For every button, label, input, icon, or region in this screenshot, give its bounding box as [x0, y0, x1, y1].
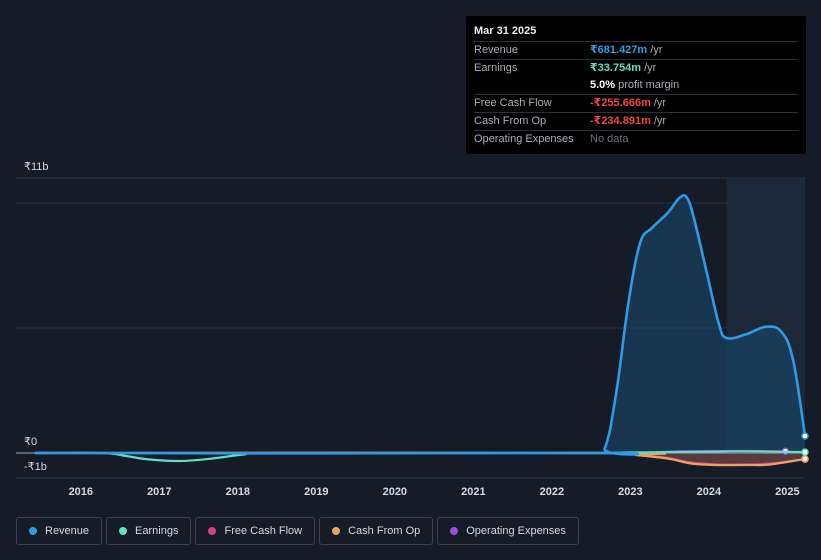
tooltip-unit: /yr	[653, 115, 667, 127]
legend-dot-icon	[208, 527, 217, 535]
legend-dot-icon	[119, 527, 128, 535]
tooltip-label: Revenue	[474, 44, 519, 56]
x-axis-ticks: 2016 2017 2018 2019 2020 2021 2022 2023 2024 2025	[69, 486, 800, 498]
legend-dot-icon	[450, 527, 459, 535]
legend-label: Cash From Op	[348, 525, 421, 537]
x-tick-label: 2023	[618, 486, 642, 498]
x-tick-label: 2021	[461, 486, 485, 498]
legend-item-free-cash-flow[interactable]: Free Cash Flow	[195, 517, 316, 545]
x-tick-label: 2016	[69, 486, 93, 498]
tooltip-value: -₹255.666m	[590, 97, 651, 109]
x-tick-label: 2025	[775, 486, 799, 498]
tooltip-label: Free Cash Flow	[474, 97, 552, 109]
tooltip-row-revenue: Revenue ₹681.427m /yr	[474, 41, 798, 59]
legend-item-cash-from-op[interactable]: Cash From Op	[319, 517, 434, 545]
legend-label: Revenue	[45, 525, 90, 537]
legend-label: Earnings	[135, 525, 179, 537]
tooltip-date: Mar 31 2025	[474, 25, 537, 37]
chart-legend: Revenue Earnings Free Cash Flow Cash Fro…	[16, 517, 579, 547]
revenue-end-point	[801, 432, 809, 440]
tooltip-row-margin: 5.0% profit margin	[474, 77, 798, 94]
tooltip-value: ₹33.754m	[590, 62, 642, 74]
tooltip-unit: profit margin	[618, 79, 680, 91]
tooltip-unit: /yr	[650, 44, 663, 56]
tooltip-value: ₹681.427m	[590, 44, 648, 56]
cash-from-op-end-point	[801, 455, 809, 463]
x-tick-label: 2020	[383, 486, 407, 498]
x-tick-label: 2024	[697, 486, 722, 498]
tooltip-label: Cash From Op	[474, 115, 547, 127]
tooltip-label: Earnings	[474, 62, 518, 74]
series-lines	[34, 194, 809, 467]
x-tick-label: 2017	[147, 486, 171, 498]
y-tick-label-top: ₹11b	[24, 161, 49, 173]
revenue-line	[34, 194, 807, 456]
data-tooltip: Mar 31 2025 Revenue ₹681.427m /yr Earnin…	[466, 16, 806, 154]
legend-item-operating-expenses[interactable]: Operating Expenses	[437, 517, 579, 545]
free-cash-flow-area	[35, 452, 806, 465]
legend-label: Free Cash Flow	[224, 525, 303, 537]
legend-label: Operating Expenses	[466, 525, 566, 537]
x-tick-label: 2018	[226, 486, 250, 498]
revenue-area-layer	[35, 195, 806, 466]
tooltip-row-cfo: Cash From Op -₹234.891m /yr	[474, 112, 798, 130]
earnings-end-point	[801, 448, 809, 456]
tooltip-value: No data	[590, 133, 629, 145]
legend-dot-icon	[29, 527, 37, 535]
legend-item-earnings[interactable]: Earnings	[106, 517, 192, 545]
legend-dot-icon	[332, 527, 341, 535]
x-tick-label: 2019	[304, 486, 328, 498]
x-tick-label: 2022	[540, 486, 564, 498]
revenue-area	[35, 195, 806, 455]
tooltip-unit: /yr	[653, 97, 667, 109]
tooltip-label: Operating Expenses	[474, 133, 574, 145]
tooltip-row-opex: Operating Expenses No data	[474, 130, 798, 148]
y-tick-label-bottom: -₹1b	[24, 461, 47, 473]
y-tick-label-zero: ₹0	[24, 436, 38, 448]
tooltip-value: -₹234.891m	[590, 115, 651, 127]
tooltip-unit: /yr	[644, 62, 657, 74]
legend-item-revenue[interactable]: Revenue	[16, 517, 103, 545]
tooltip-value: 5.0%	[590, 79, 616, 91]
tooltip-row-earnings: Earnings ₹33.754m /yr	[474, 59, 798, 77]
tooltip-row-fcf: Free Cash Flow -₹255.666m /yr	[474, 94, 798, 112]
